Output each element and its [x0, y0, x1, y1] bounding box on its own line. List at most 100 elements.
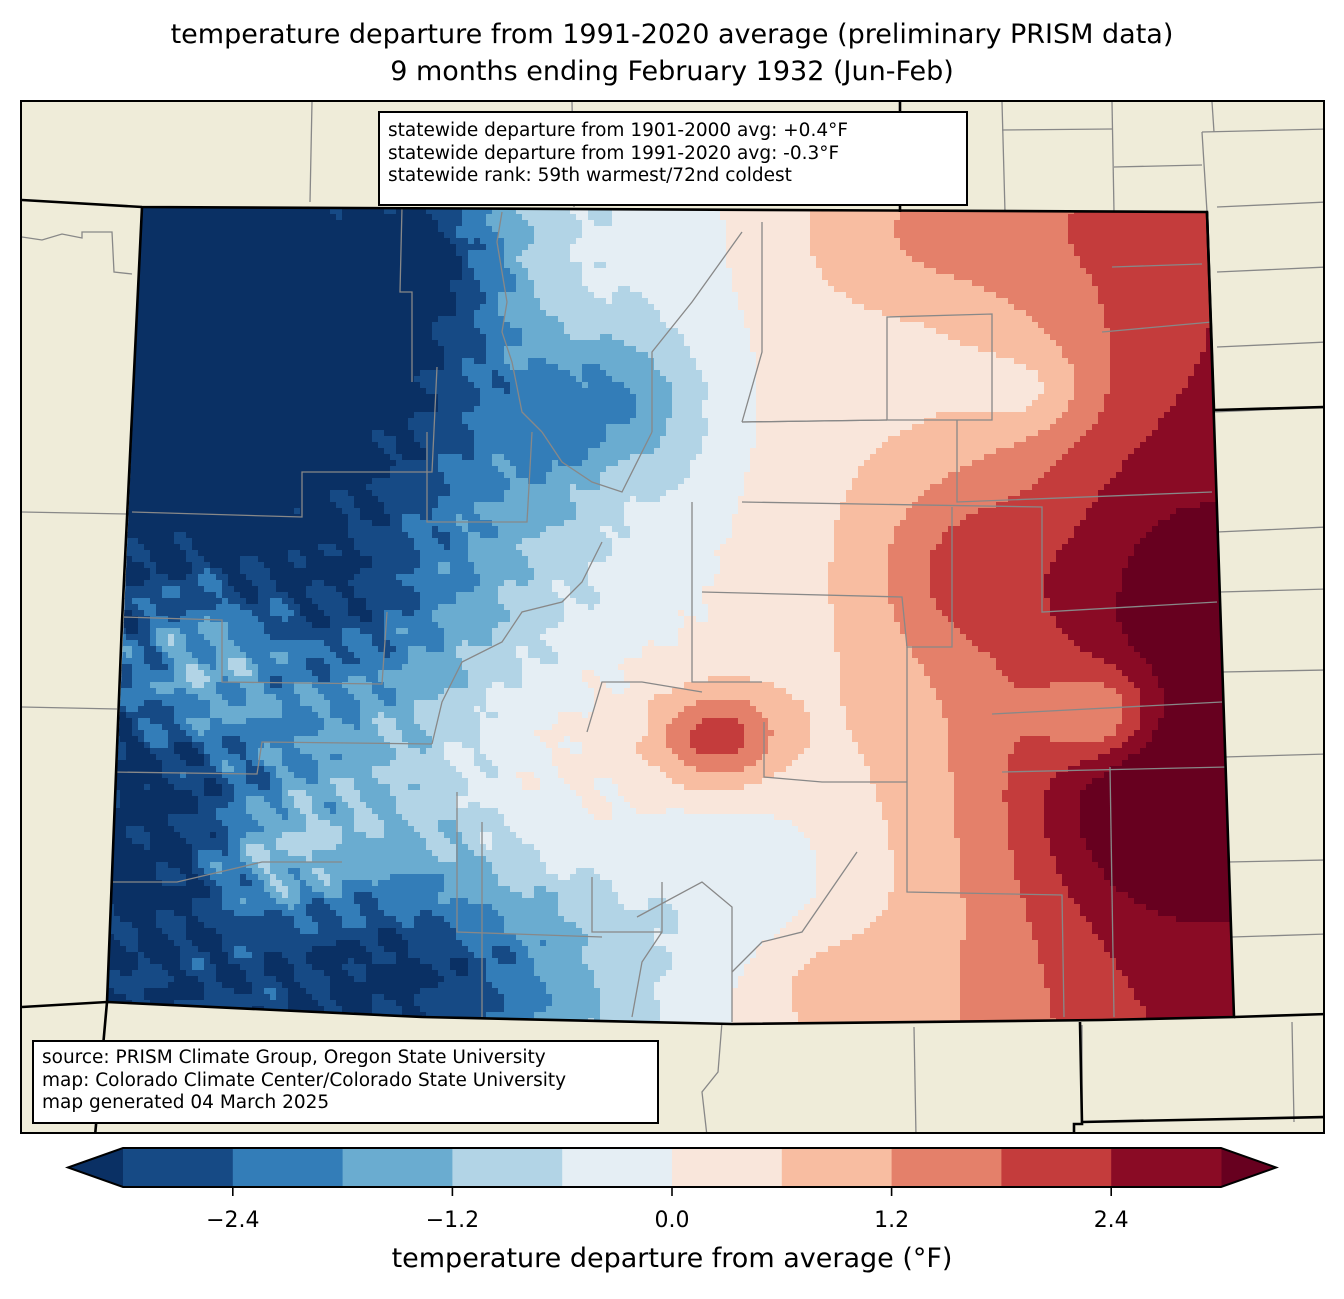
- field-cell: [1158, 424, 1234, 431]
- field-cell: [738, 292, 847, 299]
- field-cell: [678, 928, 781, 935]
- field-cell: [516, 280, 535, 287]
- field-cell: [228, 802, 247, 809]
- field-cell: [216, 682, 241, 689]
- field-cell: [606, 466, 691, 473]
- field-cell: [1014, 868, 1057, 875]
- neighbor-county-line: [1111, 102, 1115, 213]
- field-cell: [107, 538, 127, 545]
- field-cell: [1098, 412, 1165, 419]
- field-cell: [306, 778, 319, 785]
- field-cell: [1110, 370, 1195, 377]
- field-cell: [678, 328, 751, 335]
- field-cell: [600, 478, 685, 485]
- field-cell: [498, 988, 547, 995]
- field-cell: [816, 862, 895, 869]
- field-cell: [1110, 748, 1141, 755]
- field-cell: [1044, 826, 1081, 833]
- field-cell: [312, 580, 325, 587]
- field-cell: [228, 748, 247, 755]
- field-cell: [432, 616, 511, 623]
- field-cell: [222, 742, 247, 749]
- field-cell: [960, 970, 1045, 977]
- field-cell: [174, 1000, 289, 1007]
- field-cell: [107, 838, 133, 845]
- field-cell: [1062, 412, 1099, 419]
- field-cell: [1038, 430, 1087, 437]
- field-cell: [318, 730, 379, 737]
- field-cell: [198, 550, 289, 557]
- field-cell: [372, 1000, 397, 1007]
- field-cell: [528, 358, 547, 365]
- field-cell: [516, 466, 553, 473]
- field-cell: [486, 706, 595, 713]
- field-cell: [180, 952, 211, 959]
- field-cell: [1068, 892, 1129, 899]
- field-cell: [414, 544, 445, 551]
- field-cell: [1122, 706, 1141, 713]
- field-cell: [378, 724, 397, 731]
- field-cell: [276, 580, 313, 587]
- field-cell: [492, 208, 517, 215]
- colorbar-segment: [123, 1148, 234, 1187]
- field-cell: [162, 700, 211, 707]
- field-cell: [1110, 364, 1195, 371]
- field-cell: [576, 514, 625, 521]
- field-cell: [528, 646, 553, 653]
- field-cell: [294, 610, 301, 617]
- field-cell: [1110, 388, 1183, 395]
- field-cell: [816, 256, 913, 263]
- field-cell: [186, 634, 205, 641]
- field-cell: [492, 376, 505, 383]
- field-cell: [666, 742, 691, 749]
- field-cell: [252, 868, 265, 875]
- field-cell: [1014, 442, 1075, 449]
- field-cell: [336, 790, 361, 797]
- field-cell: [168, 970, 187, 977]
- field-cell: [918, 496, 1009, 503]
- field-cell: [564, 778, 595, 785]
- field-cell: [1056, 556, 1129, 563]
- field-cell: [954, 622, 1057, 629]
- field-cell: [480, 730, 535, 737]
- field-cell: [107, 712, 127, 719]
- field-cell: [1044, 586, 1123, 593]
- field-cell: [354, 496, 379, 503]
- neighbor-county-line: [1201, 128, 1323, 133]
- field-cell: [474, 850, 541, 857]
- field-cell: [438, 502, 475, 509]
- field-cell: [342, 628, 361, 635]
- field-cell: [228, 850, 241, 857]
- field-cell: [402, 610, 415, 617]
- field-cell: [618, 286, 631, 293]
- field-cell: [438, 538, 451, 545]
- field-cell: [107, 292, 457, 299]
- field-cell: [360, 514, 391, 521]
- field-cell: [108, 730, 133, 737]
- field-cell: [492, 982, 547, 989]
- field-cell: [240, 964, 265, 971]
- field-cell: [450, 562, 475, 569]
- field-cell: [107, 766, 163, 773]
- field-cell: [378, 712, 385, 719]
- field-cell: [1038, 952, 1111, 959]
- field-cell: [108, 886, 211, 893]
- field-cell: [648, 898, 667, 905]
- field-cell: [348, 604, 367, 611]
- field-cell: [942, 538, 1069, 545]
- field-cell: [1086, 916, 1177, 923]
- field-cell: [468, 676, 523, 683]
- field-cell: [492, 226, 535, 233]
- field-cell: [888, 844, 961, 851]
- field-cell: [384, 910, 421, 917]
- field-cell: [378, 730, 403, 737]
- field-cell: [384, 634, 445, 641]
- field-cell: [240, 604, 271, 611]
- field-cell: [900, 430, 1039, 437]
- field-cell: [282, 910, 307, 917]
- field-cell: [912, 424, 1051, 431]
- field-cell: [216, 652, 247, 659]
- colorbar-segment: [672, 1148, 783, 1187]
- field-cell: [486, 358, 505, 365]
- stats-rank: statewide rank: 59th warmest/72nd coldes…: [388, 165, 792, 186]
